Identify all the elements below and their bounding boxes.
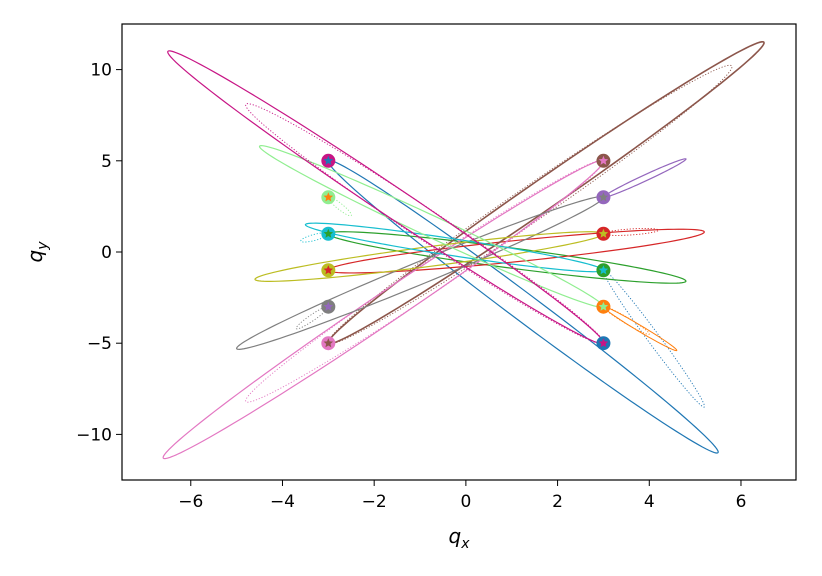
y-tick-label: 5: [101, 152, 112, 172]
dotted-orbit-11: [245, 159, 605, 403]
x-tick-label: −2: [362, 492, 387, 512]
start-marker-star-5: [323, 338, 334, 348]
orbit-15: [304, 222, 605, 273]
y-axis-label-main: q: [23, 250, 47, 263]
start-marker-star-10: [598, 301, 609, 311]
start-marker-star-2: [323, 228, 334, 238]
x-tick-label: 0: [460, 492, 471, 512]
series-layer: [162, 40, 765, 460]
y-tick-label: −10: [76, 425, 112, 445]
y-tick-label: −5: [87, 334, 112, 354]
start-marker-star-0: [323, 155, 334, 165]
dotted-orbit-13: [295, 305, 329, 330]
orbit-14: [254, 231, 605, 282]
start-marker-star-8: [598, 228, 609, 238]
orbit-17: [258, 145, 605, 308]
x-axis-label: qx: [449, 524, 471, 552]
y-axis-label: qy: [23, 241, 51, 263]
orbit-12: [236, 196, 605, 350]
start-marker-star-9: [598, 265, 609, 275]
y-axis-ticks: −10 −5 0 5 10: [76, 61, 122, 445]
dotted-orbit-1: [602, 269, 705, 408]
start-marker-star-11: [598, 338, 609, 348]
x-tick-label: 4: [644, 492, 655, 512]
y-tick-label: 10: [90, 61, 112, 81]
x-tick-label: 2: [552, 492, 563, 512]
start-marker-star-3: [323, 265, 334, 275]
dotted-orbit-3: [602, 306, 650, 335]
x-tick-label: −4: [270, 492, 295, 512]
orbit-0: [327, 159, 719, 454]
x-tick-label: 6: [736, 492, 747, 512]
y-tick-label: 0: [101, 243, 112, 263]
x-axis-ticks: −6 −4 −2 0 2 4 6: [178, 480, 746, 512]
start-marker-star-4: [323, 301, 334, 311]
x-axis-label-subscript: x: [460, 536, 470, 552]
orbit-19: [167, 50, 605, 345]
dotted-orbit-18: [327, 196, 352, 217]
plot-area: [162, 40, 765, 460]
orbit-7: [602, 158, 687, 199]
start-marker-star-7: [598, 192, 609, 202]
x-tick-label: −6: [178, 492, 203, 512]
y-axis-label-subscript: y: [35, 241, 51, 251]
dotted-orbit-16: [300, 232, 329, 243]
start-marker-star-6: [598, 155, 609, 165]
orbit-5: [327, 228, 705, 274]
start-marker-star-1: [323, 192, 334, 202]
x-axis-label-main: q: [449, 524, 462, 548]
marker-layer: [321, 153, 611, 351]
